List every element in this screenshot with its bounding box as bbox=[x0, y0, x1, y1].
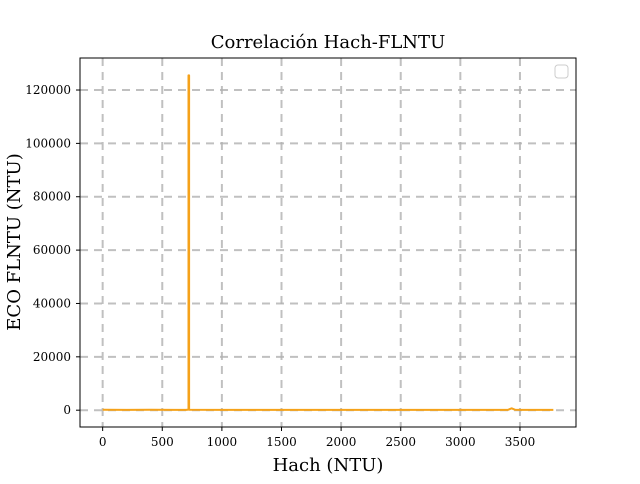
x-tick-label: 3000 bbox=[445, 435, 476, 449]
x-tick-label: 500 bbox=[151, 435, 174, 449]
x-tick-label: 1500 bbox=[266, 435, 297, 449]
series-layer bbox=[102, 74, 554, 411]
y-tick-label: 120000 bbox=[25, 83, 71, 97]
legend-box bbox=[554, 64, 569, 79]
x-tick-label: 2000 bbox=[326, 435, 357, 449]
plot-area bbox=[80, 58, 576, 427]
x-axis-label: Hach (NTU) bbox=[273, 455, 384, 476]
x-tick-label: 0 bbox=[99, 435, 107, 449]
y-tick-label: 20000 bbox=[33, 350, 71, 364]
axes-frame bbox=[79, 57, 577, 428]
chart-title: Correlación Hach-FLNTU bbox=[211, 32, 446, 53]
x-tick-label: 3500 bbox=[505, 435, 536, 449]
x-tick-label: 1000 bbox=[207, 435, 238, 449]
y-tick-label: 0 bbox=[63, 403, 71, 417]
series-line bbox=[102, 74, 554, 411]
y-tick-label: 80000 bbox=[33, 190, 71, 204]
y-tick-label: 60000 bbox=[33, 243, 71, 257]
tick-layer: 0 500 1000 1500 2000 2500 3000 3500 0 20000 40000 6… bbox=[25, 83, 535, 449]
y-axis-label: ECO FLNTU (NTU) bbox=[4, 153, 25, 330]
y-tick-label: 40000 bbox=[33, 296, 71, 310]
x-tick-label: 2500 bbox=[385, 435, 416, 449]
y-tick-label: 100000 bbox=[25, 136, 71, 150]
